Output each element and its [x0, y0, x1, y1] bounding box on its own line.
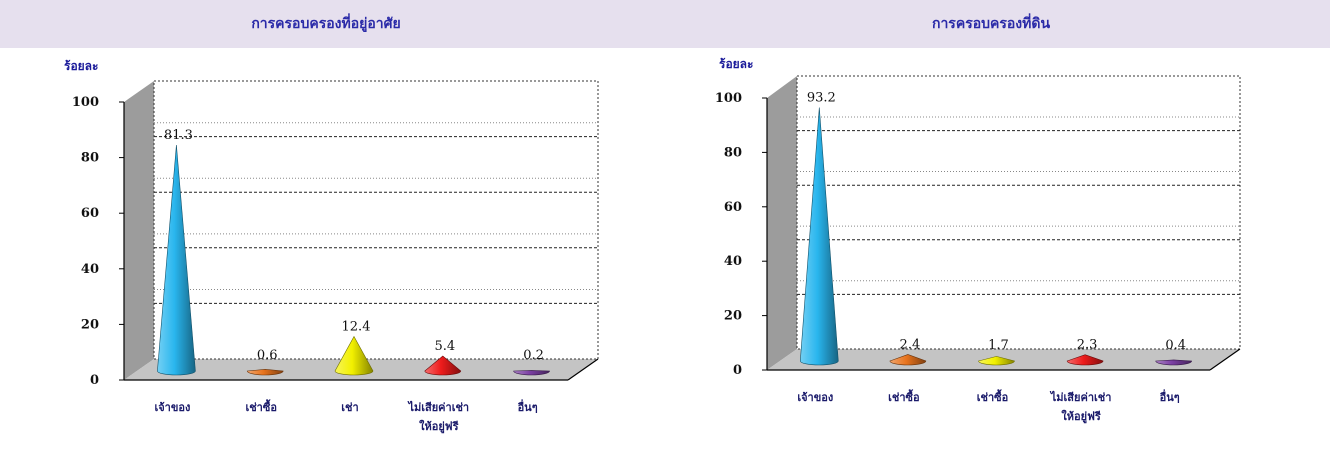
bar-3	[978, 356, 1015, 366]
data-label-1: 93.2	[807, 90, 836, 105]
data-label-4: 2.3	[1077, 338, 1098, 353]
bar-2	[889, 354, 927, 366]
y-tick-label: 80	[81, 151, 99, 166]
chart-back-wall	[153, 80, 599, 360]
y-tick-label: 20	[724, 309, 742, 324]
y-tick-label: 100	[72, 95, 99, 110]
bar-1	[157, 144, 196, 376]
chart-back-wall	[796, 75, 1241, 350]
data-label-4: 5.4	[434, 339, 455, 354]
category-label-5: อื่นๆ	[517, 399, 538, 414]
y-tick-label: 20	[81, 317, 99, 332]
category-label-4: ไม่เสียค่าเช่า	[1049, 390, 1112, 404]
y-tick-label: 40	[81, 262, 99, 277]
chart-right-panel: 0 20 40 60 80 100 ร้อยละ 93.2 เจ้าของ 2.4 เช่าซื้อ…	[652, 48, 1330, 476]
data-label-2: 2.4	[900, 337, 921, 352]
category-label-3: เช่า	[341, 401, 358, 414]
category-label-4: ไม่เสียค่าเช่า	[406, 400, 469, 414]
category-label-1: เจ้าของ	[154, 401, 190, 414]
bar-4	[1066, 354, 1104, 366]
y-tick-label: 60	[81, 206, 99, 221]
chart-land: 0 20 40 60 80 100 ร้อยละ 93.2 เจ้าของ 2.4 เช่าซื้อ…	[715, 57, 1241, 424]
y-tick-label: 60	[724, 200, 742, 215]
category-label-5: อื่นๆ	[1159, 389, 1180, 404]
header-right-title: การครอบครองที่ดิน	[931, 16, 1051, 32]
data-label-3: 12.4	[342, 320, 371, 335]
y-axis-label: ร้อยละ	[719, 57, 753, 71]
header-left: การครอบครองที่อยู่อาศัย	[0, 0, 652, 48]
data-label-5: 0.4	[1165, 338, 1186, 353]
data-label-1: 81.3	[164, 128, 193, 143]
category-label-2: เช่าซื้อ	[888, 389, 919, 404]
y-tick-label: 40	[724, 254, 742, 269]
chart-left-panel: 0 20 40 60 80 100 ร้อยละ 81.3 เจ้าของ 0.6 เช่าซื้อ…	[0, 48, 652, 476]
chart-side-wall	[124, 81, 154, 380]
bar-1	[799, 107, 839, 366]
data-label-2: 0.6	[257, 348, 278, 363]
category-label-3: เช่าซื้อ	[977, 389, 1008, 404]
header-left-title: การครอบครองที่อยู่อาศัย	[251, 16, 401, 32]
y-axis-label: ร้อยละ	[64, 59, 98, 73]
chart-housing: 0 20 40 60 80 100 ร้อยละ 81.3 เจ้าของ 0.6 เช่าซื้อ…	[64, 59, 599, 434]
bar-5	[1155, 359, 1193, 366]
bar-2	[246, 369, 284, 376]
category-label-4: ให้อยู่ฟรี	[419, 419, 458, 434]
data-label-5: 0.2	[523, 348, 544, 363]
bar-4	[424, 355, 462, 376]
category-label-1: เจ้าของ	[797, 391, 833, 404]
header-right: การครอบครองที่ดิน	[652, 0, 1330, 48]
bar-5	[513, 370, 550, 376]
y-tick-label: 0	[733, 363, 742, 378]
chart-side-wall	[767, 76, 797, 370]
category-label-2: เช่าซื้อ	[245, 399, 276, 414]
y-tick-label: 80	[724, 145, 742, 160]
y-tick-label: 0	[90, 373, 99, 388]
category-label-4: ให้อยู่ฟรี	[1061, 409, 1100, 424]
floor-edge-line	[1209, 348, 1241, 371]
floor-edge-line	[567, 358, 599, 381]
bar-3	[334, 335, 374, 376]
y-tick-label: 100	[715, 91, 742, 106]
data-label-3: 1.7	[988, 338, 1009, 353]
